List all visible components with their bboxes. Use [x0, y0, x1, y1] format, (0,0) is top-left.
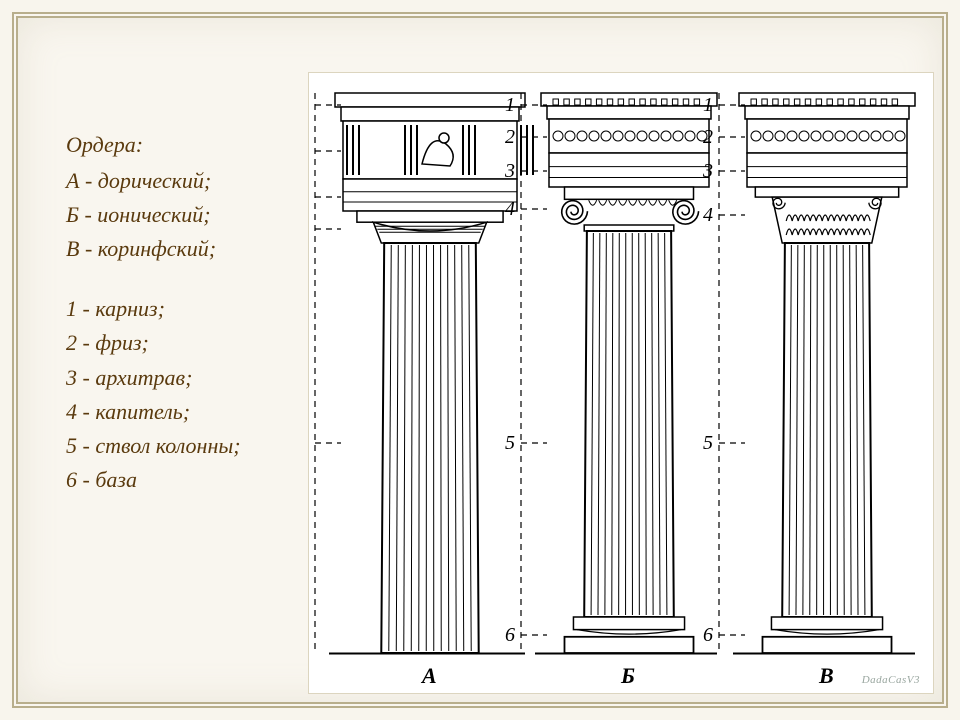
- orders-title: Ордера:: [66, 128, 296, 162]
- svg-text:5: 5: [505, 432, 515, 454]
- legend-4: 4 - капитель;: [66, 395, 296, 429]
- legend-6: 6 - база: [66, 463, 296, 497]
- watermark: DadaCasV3: [862, 674, 920, 686]
- svg-text:2: 2: [505, 126, 515, 148]
- svg-text:4: 4: [703, 204, 713, 226]
- svg-text:5: 5: [703, 432, 713, 454]
- order-a: А - дорический;: [66, 164, 296, 198]
- legend-3: 3 - архитрав;: [66, 361, 296, 395]
- svg-text:3: 3: [504, 160, 515, 182]
- svg-text:6: 6: [505, 624, 515, 646]
- svg-text:4: 4: [505, 198, 515, 220]
- svg-text:1: 1: [505, 94, 515, 116]
- columns-diagram: 12345A123456Б123456В: [308, 72, 934, 694]
- legend-1: 1 - карниз;: [66, 292, 296, 326]
- legend-2: 2 - фриз;: [66, 326, 296, 360]
- svg-text:A: A: [420, 663, 437, 688]
- svg-text:6: 6: [703, 624, 713, 646]
- legend-text: Ордера: А - дорический; Б - ионический; …: [66, 128, 296, 497]
- svg-text:3: 3: [702, 160, 713, 182]
- svg-text:2: 2: [703, 126, 713, 148]
- svg-text:Б: Б: [620, 663, 635, 688]
- svg-text:1: 1: [703, 94, 713, 116]
- diagram-svg: 12345A123456Б123456В: [309, 73, 933, 693]
- svg-text:В: В: [818, 663, 834, 688]
- order-b: Б - ионический;: [66, 198, 296, 232]
- legend-5: 5 - ствол колонны;: [66, 429, 296, 463]
- order-c: В - коринфский;: [66, 232, 296, 266]
- decorative-frame: Ордера: А - дорический; Б - ионический; …: [12, 12, 948, 708]
